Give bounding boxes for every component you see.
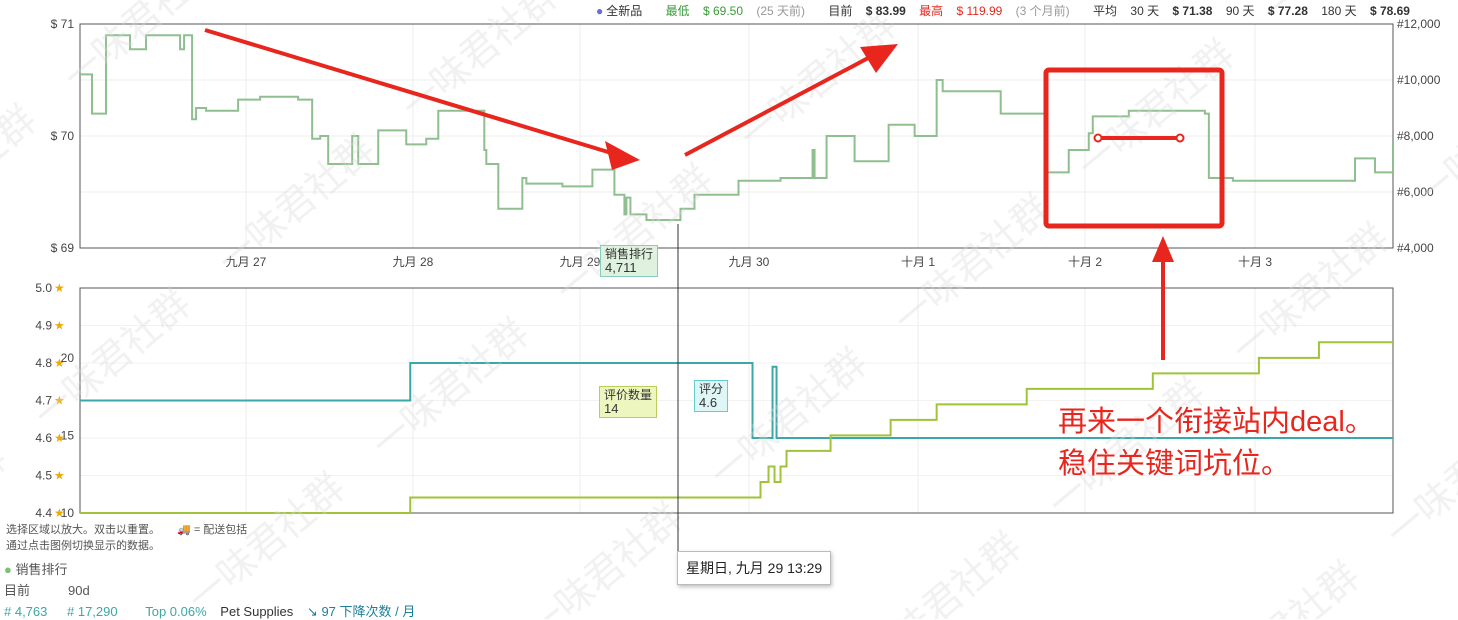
arrow-box-head — [1152, 236, 1174, 262]
price-summary-header: ● 全新品 最低 $ 69.50 (25 天前) 目前 $ 83.99 最高 $ … — [596, 2, 1420, 19]
annotation-line2: 稳住关键词坑位。 — [1058, 448, 1291, 480]
crosshair-date-tooltip: 星期日, 九月 29 13:29 — [677, 551, 832, 585]
rank-tooltip: 销售排行 4,711 — [600, 245, 659, 277]
current-price: 目前 $ 83.99 — [828, 4, 906, 18]
arrow-up-head — [860, 44, 898, 73]
truck-icon: 🚚 — [177, 524, 191, 536]
deal-end-dot — [1175, 133, 1185, 143]
reviews-tooltip: 评价数量 14 — [599, 386, 658, 418]
arrow-down — [204, 28, 619, 157]
new-legend[interactable]: ● 全新品 — [596, 4, 643, 18]
arrow-up — [684, 54, 873, 157]
avg180: 180 天 $ 78.69 — [1321, 4, 1410, 18]
avg30: 平均 30 天 $ 71.38 — [1093, 4, 1213, 18]
arrow-down-head — [605, 141, 640, 170]
rank-legend-values: # 4,763 # 17,290 Top 0.06% Pet Supplies … — [4, 604, 416, 619]
annotation-line1: 再来一个衔接站内deal。 — [1058, 406, 1374, 438]
zoom-hint: 选择区域以放大。双击以重置。 🚚 = 配送包括 — [6, 524, 248, 536]
rank-legend-title[interactable]: ● 销售排行 — [4, 562, 68, 577]
legend-hint: 通过点击图例切换显示的数据。 — [6, 540, 160, 552]
rating-tooltip: 评分 4.6 — [694, 380, 729, 412]
avg90: 90 天 $ 77.28 — [1225, 4, 1308, 18]
highlight-box — [1043, 67, 1225, 229]
low-price: 最低 $ 69.50 (25 天前) — [665, 4, 806, 18]
deal-start-dot — [1093, 133, 1103, 143]
high-price: 最高 $ 119.99 (3 个月前) — [919, 4, 1070, 18]
rank-legend-labels: 目前 90d — [4, 583, 90, 598]
